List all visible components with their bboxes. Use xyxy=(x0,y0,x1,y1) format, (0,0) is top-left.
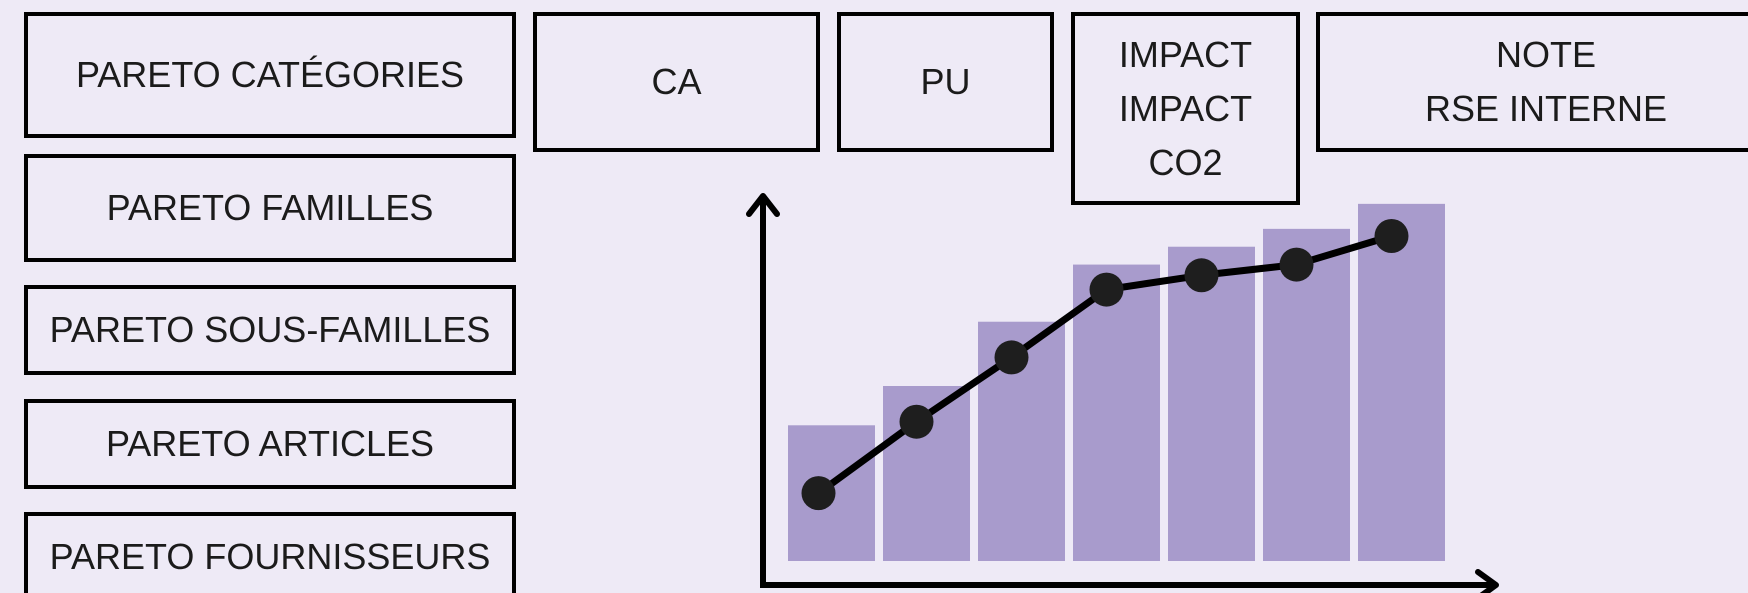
line-point-5 xyxy=(1184,258,1219,293)
bar-2 xyxy=(883,386,970,561)
pareto-fournisseurs-label: PARETO FOURNISSEURS xyxy=(49,536,491,577)
pareto-articles-button[interactable]: PARETO ARTICLES xyxy=(24,399,516,489)
line-point-1 xyxy=(801,476,836,511)
pu-label: PU xyxy=(920,61,971,102)
bar-1 xyxy=(788,425,875,561)
cumulative-line xyxy=(816,232,1393,496)
y-axis-arrow-icon xyxy=(746,193,780,217)
line-point-7 xyxy=(1374,219,1409,253)
impact-label-line-2: IMPACT xyxy=(1118,87,1253,129)
pareto-categories-button[interactable]: PARETO CATÉGORIES xyxy=(24,12,516,138)
impact-co2-button[interactable]: IMPACT IMPACT CO2 xyxy=(1071,12,1300,205)
ca-label: CA xyxy=(651,61,702,102)
bar-5 xyxy=(1168,246,1255,561)
line-point-3 xyxy=(994,340,1029,375)
impact-label-line-1: IMPACT xyxy=(1118,33,1253,75)
bar-7 xyxy=(1358,203,1445,561)
pareto-sous-familles-button[interactable]: PARETO SOUS-FAMILLES xyxy=(24,285,516,375)
pareto-familles-label: PARETO FAMILLES xyxy=(106,187,434,228)
note-label-line-2: RSE INTERNE xyxy=(1424,88,1668,129)
impact-label-line-3: CO2 xyxy=(1148,141,1223,183)
pu-button[interactable]: PU xyxy=(837,12,1054,152)
bar-3 xyxy=(978,321,1065,561)
chart-bars xyxy=(788,203,1445,561)
bar-6 xyxy=(1263,228,1350,561)
note-label-line-1: NOTE xyxy=(1495,34,1596,75)
line-point-4 xyxy=(1089,272,1124,307)
line-point-6 xyxy=(1279,247,1314,282)
chart-line-layer xyxy=(801,219,1409,511)
pareto-articles-label: PARETO ARTICLES xyxy=(105,423,435,464)
x-axis-arrow-icon xyxy=(1475,569,1499,593)
pareto-categories-label: PARETO CATÉGORIES xyxy=(75,54,465,95)
pareto-fournisseurs-button[interactable]: PARETO FOURNISSEURS xyxy=(24,512,516,593)
pareto-familles-button[interactable]: PARETO FAMILLES xyxy=(24,154,516,262)
ca-button[interactable]: CA xyxy=(533,12,820,152)
chart-axes xyxy=(746,193,1499,593)
bar-4 xyxy=(1073,264,1160,561)
note-rse-interne-button[interactable]: NOTE RSE INTERNE xyxy=(1316,12,1748,152)
line-point-2 xyxy=(899,404,934,439)
pareto-sous-familles-label: PARETO SOUS-FAMILLES xyxy=(49,309,491,350)
